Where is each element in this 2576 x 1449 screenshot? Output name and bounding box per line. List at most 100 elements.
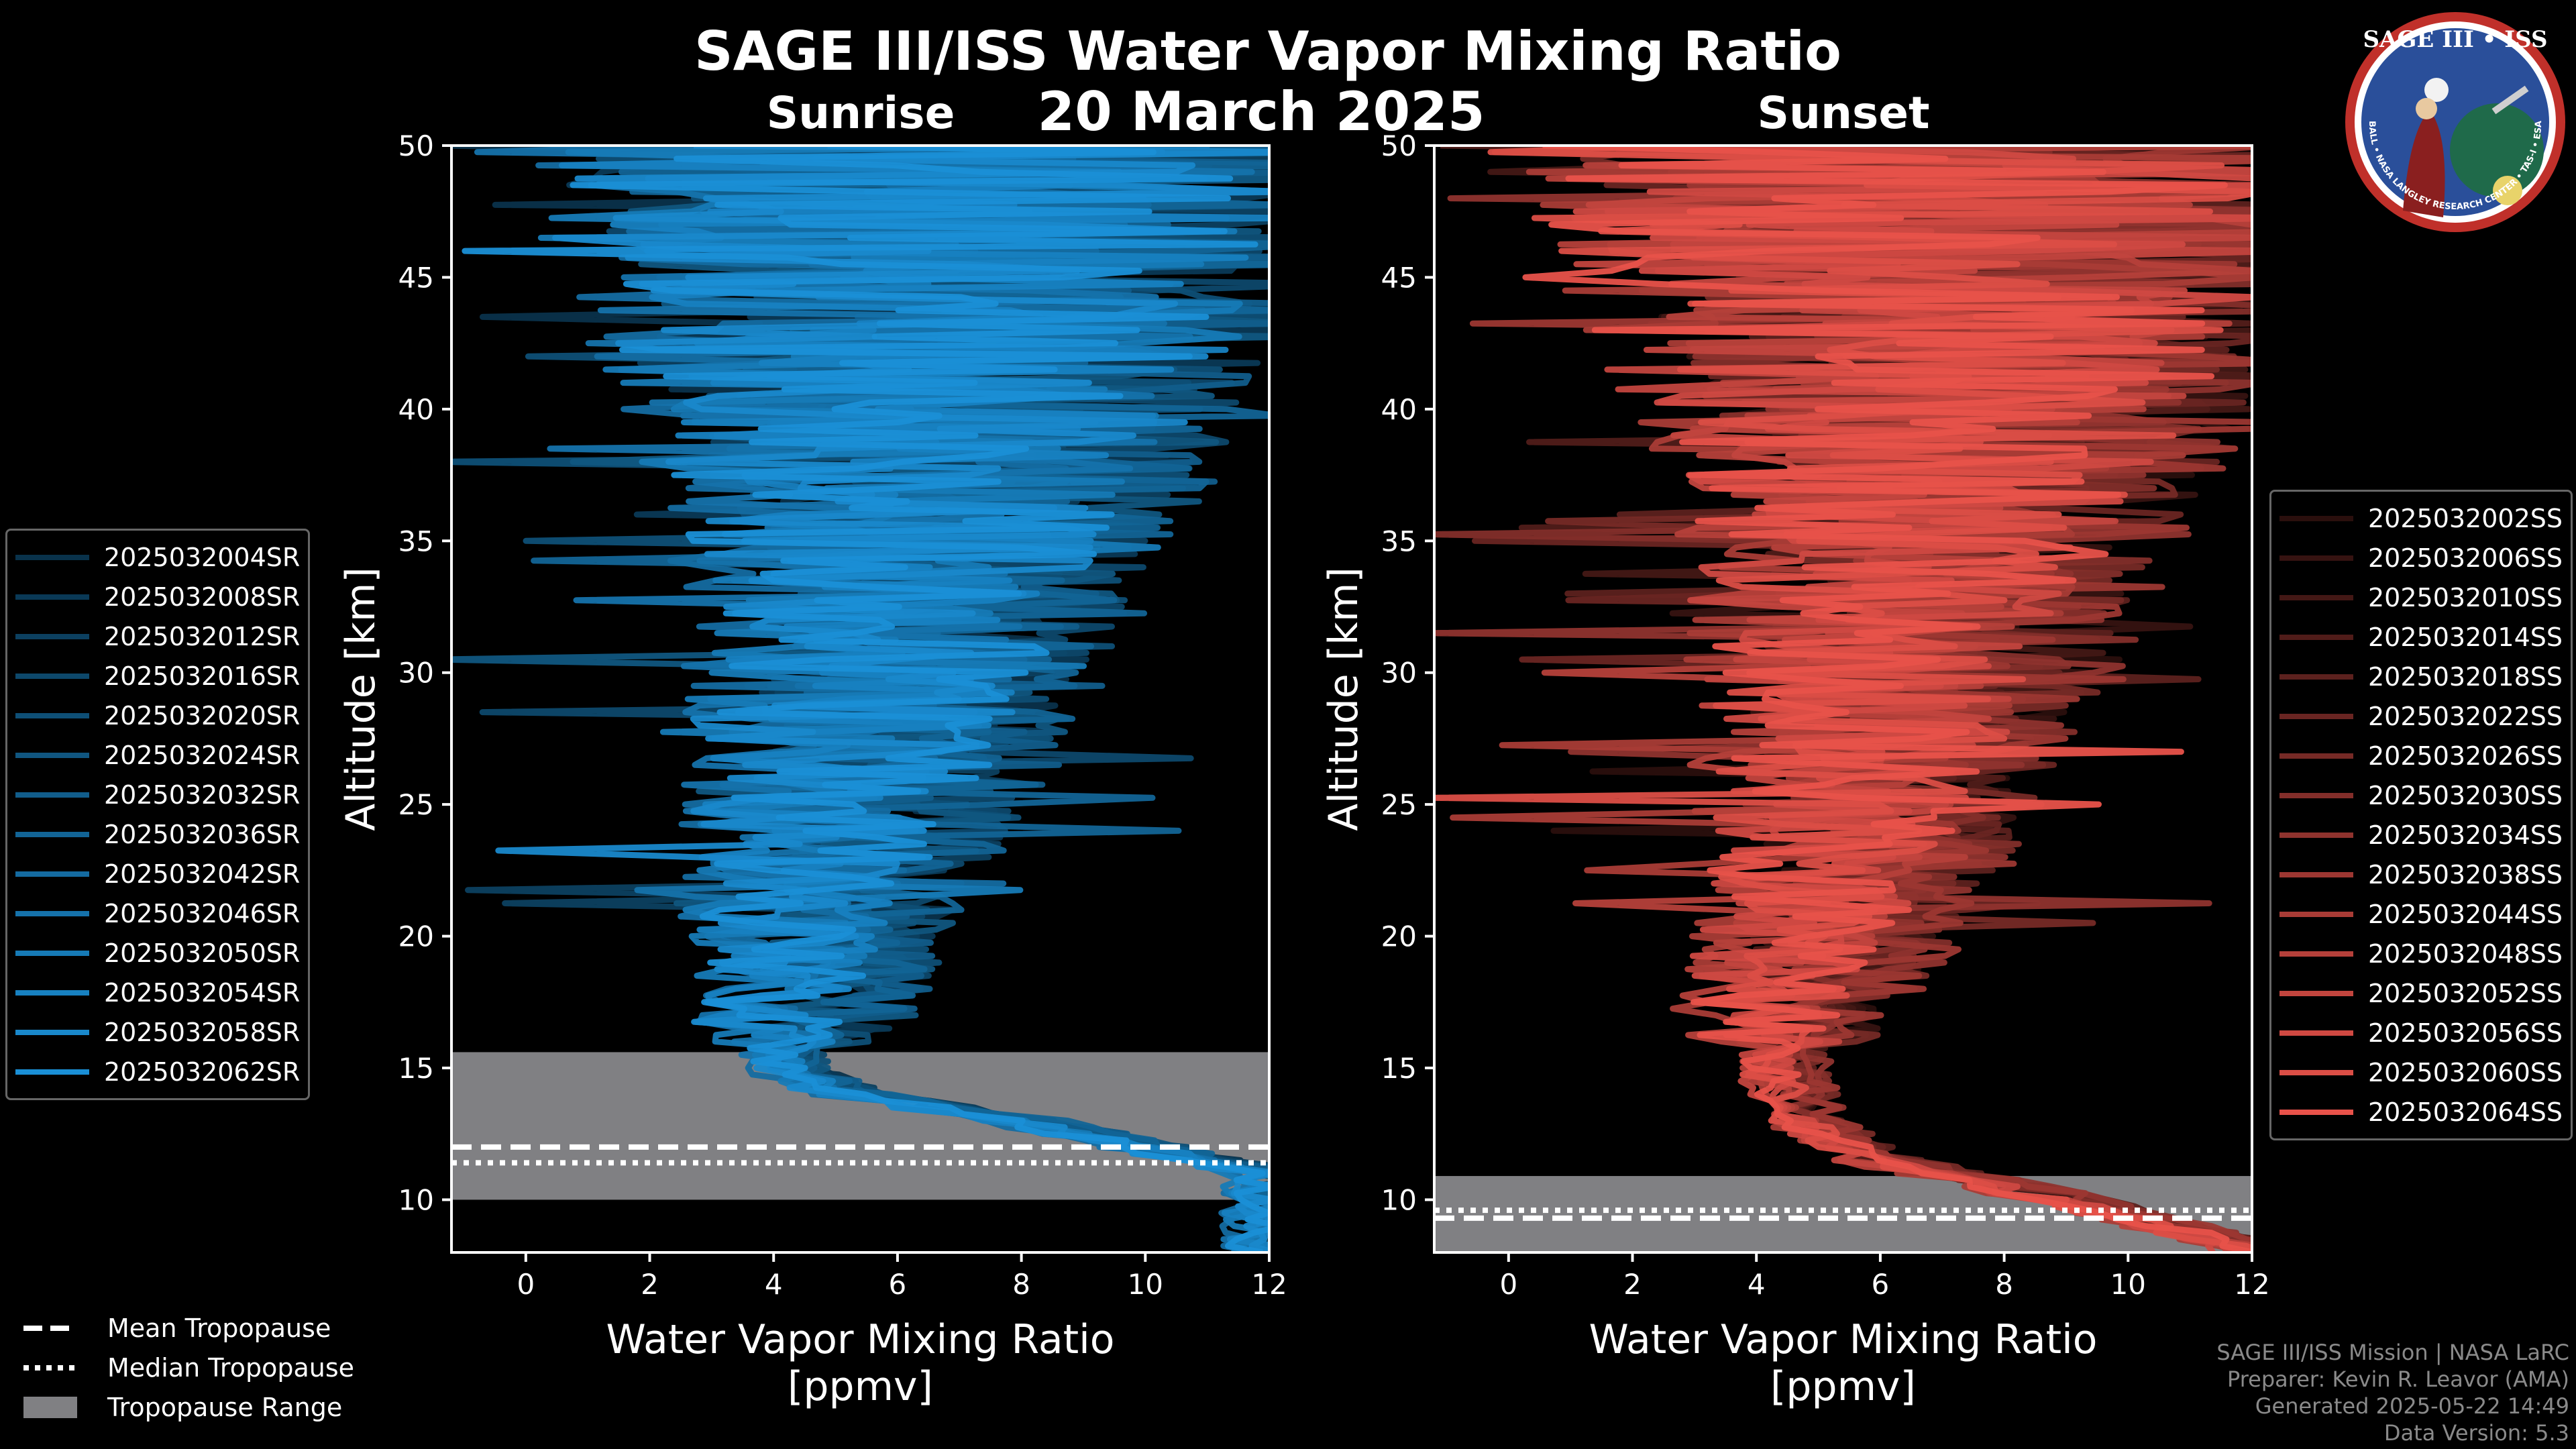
- y-tick-label: 50: [1381, 129, 1417, 162]
- credits: SAGE III/ISS Mission | NASA LaRC Prepare…: [2216, 1339, 2569, 1446]
- legend-label: 2025032006SS: [2368, 543, 2563, 573]
- x-tick-label: 10: [1128, 1268, 1163, 1301]
- legend-item: 2025032010SS: [2279, 578, 2563, 617]
- legend-swatch: [15, 1069, 89, 1075]
- x-tick-label: 12: [1251, 1268, 1287, 1301]
- legend-item: 2025032008SR: [15, 577, 300, 616]
- panel-title-sunrise: Sunrise: [766, 87, 955, 139]
- legend-item: 2025032060SS: [2279, 1053, 2563, 1092]
- legend-label: 2025032056SS: [2368, 1018, 2563, 1048]
- y-tick-label: 40: [398, 393, 434, 426]
- legend-swatch: [15, 989, 89, 996]
- legend-swatch: [15, 633, 89, 639]
- y-tick-label: 15: [1381, 1052, 1417, 1085]
- y-tick-label: 30: [398, 657, 434, 690]
- legend-item: 2025032048SS: [2279, 934, 2563, 973]
- sage-mission-logo: SAGE III • ISS BALL • NASA LANGLEY RESEA…: [2345, 12, 2565, 232]
- legend-label: 2025032024SR: [104, 740, 301, 770]
- plot-sunrise: 0 2 4 6 8 10 12 10 15 20 25 30 35 40 45 50 Water Vapor M…: [337, 129, 1287, 1410]
- legend-swatch: [15, 712, 89, 718]
- legend-item: 2025032050SR: [15, 933, 300, 973]
- y-tick-label: 15: [398, 1052, 434, 1085]
- legend-sunset: 2025032002SS 2025032006SS 2025032010SS 2025…: [2269, 490, 2573, 1140]
- legend-label: 2025032060SS: [2368, 1057, 2563, 1087]
- legend-item: 2025032002SS: [2279, 498, 2563, 538]
- x-tick-label: 0: [517, 1268, 535, 1301]
- credit-version: Data Version: 5.3: [2383, 1420, 2569, 1446]
- legend-swatch: [15, 910, 89, 916]
- legend-label: 2025032012SR: [104, 621, 301, 651]
- legend-label: 2025032020SR: [104, 700, 301, 731]
- x-axis-label: Water Vapor Mixing Ratio: [1589, 1316, 2098, 1363]
- legend-item: 2025032058SR: [15, 1012, 300, 1052]
- panel-title-sunset: Sunset: [1757, 87, 1930, 139]
- dotted-line-icon: [23, 1364, 77, 1371]
- x-axis-label: [ppmv]: [1770, 1363, 1916, 1410]
- legend-swatch: [2279, 594, 2353, 600]
- legend-item: 2025032056SS: [2279, 1013, 2563, 1053]
- plot-frame-sunrise: [450, 144, 1271, 1254]
- y-tick-label: 20: [398, 920, 434, 953]
- legend-item: 2025032030SS: [2279, 775, 2563, 815]
- legend-label: 2025032022SS: [2368, 701, 2563, 731]
- plot-area-sunrise: [451, 146, 1269, 1252]
- legend-swatch: [15, 950, 89, 956]
- tropopause-range-sunrise: [451, 1052, 1269, 1200]
- legend-swatch: [2279, 753, 2353, 759]
- legend-label: 2025032030SS: [2368, 780, 2563, 810]
- y-tick-label: 10: [1381, 1183, 1417, 1216]
- legend-swatch: [15, 673, 89, 679]
- plot-sunset: 0 2 4 6 8 10 12 10 15 20 25 30 35 40 45 50 Water Vapor M…: [1320, 129, 2270, 1410]
- credit-preparer: Preparer: Kevin R. Leavor (AMA): [2226, 1366, 2569, 1392]
- legend-label: 2025032008SR: [104, 582, 301, 612]
- legend-label: 2025032014SS: [2368, 622, 2563, 652]
- credit-generated: Generated 2025-05-22 14:49: [2255, 1393, 2569, 1419]
- y-tick-label: 10: [398, 1183, 434, 1216]
- legend-item: 2025032024SR: [15, 735, 300, 775]
- x-tick-label: 4: [1748, 1268, 1766, 1301]
- legend-item: 2025032052SS: [2279, 973, 2563, 1013]
- legend-swatch: [2279, 634, 2353, 640]
- plot-area-sunset: [1434, 146, 2252, 1252]
- y-tick-label: 20: [1381, 920, 1417, 953]
- legend-swatch: [15, 1029, 89, 1035]
- legend-item: 2025032062SR: [15, 1052, 300, 1091]
- legend-item: 2025032032SR: [15, 775, 300, 814]
- legend-item: 2025032014SS: [2279, 617, 2563, 657]
- legend-item: 2025032026SS: [2279, 736, 2563, 775]
- legend-swatch: [2279, 1069, 2353, 1075]
- legend-swatch: [2279, 792, 2353, 798]
- series-line-2025032062SR: [462, 146, 1269, 1252]
- y-axis-label: Altitude [km]: [1320, 567, 1367, 831]
- x-tick-label: 2: [641, 1268, 659, 1301]
- chart-date: 20 March 2025: [1037, 80, 1485, 143]
- y-tick-label: 45: [1381, 261, 1417, 294]
- legend-swatch: [2279, 713, 2353, 719]
- legend-label: 2025032016SR: [104, 661, 301, 691]
- y-tick-label: 40: [1381, 393, 1417, 426]
- y-tick-label: 50: [398, 129, 434, 162]
- x-tick-label: 6: [1872, 1268, 1890, 1301]
- legend-item: 2025032036SR: [15, 814, 300, 854]
- legend-range-label: Tropopause Range: [107, 1392, 343, 1422]
- legend-item: 2025032022SS: [2279, 696, 2563, 736]
- legend-swatch: [15, 831, 89, 837]
- legend-mean-tropopause: Mean Tropopause: [20, 1308, 354, 1348]
- legend-item: 2025032044SS: [2279, 894, 2563, 934]
- y-tick-label: 35: [1381, 525, 1417, 557]
- x-axis-label: Water Vapor Mixing Ratio: [606, 1316, 1115, 1363]
- legend-label: 2025032038SS: [2368, 859, 2563, 890]
- x-tick-label: 4: [765, 1268, 783, 1301]
- legend-label: 2025032054SR: [104, 977, 301, 1008]
- legend-item: 2025032004SR: [15, 537, 300, 577]
- legend-label: 2025032064SS: [2368, 1097, 2563, 1127]
- x-tick-label: 6: [889, 1268, 907, 1301]
- legend-item: 2025032042SR: [15, 854, 300, 894]
- legend-swatch: [2279, 832, 2353, 838]
- x-tick-label: 12: [2234, 1268, 2269, 1301]
- legend-label: 2025032034SS: [2368, 820, 2563, 850]
- x-tick-label: 10: [2110, 1268, 2146, 1301]
- legend-swatch: [2279, 990, 2353, 996]
- legend-label: 2025032046SR: [104, 898, 301, 928]
